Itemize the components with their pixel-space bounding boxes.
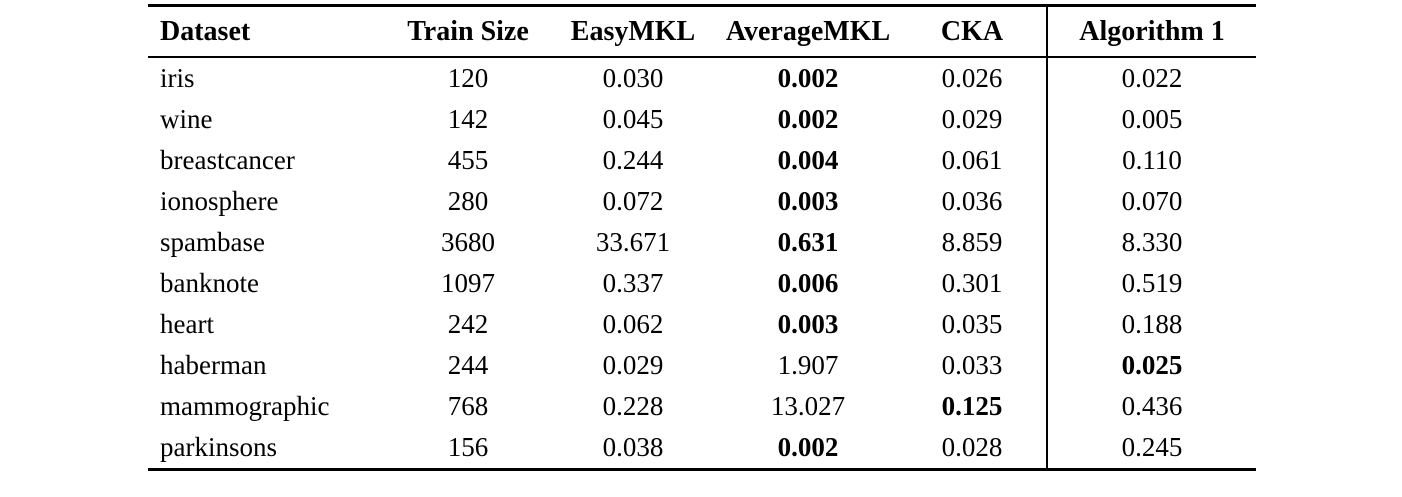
cell-cka: 0.061 [941, 145, 1003, 175]
table-row: iris 120 0.030 0.002 0.026 0.022 [148, 57, 1256, 99]
cell-dataset: ionosphere [160, 186, 279, 216]
cell-train-size: 280 [447, 186, 489, 216]
cell-cka: 0.035 [941, 309, 1003, 339]
cell-train-size: 156 [447, 432, 489, 462]
cell-algorithm1: 0.025 [1046, 345, 1256, 386]
cell-dataset: wine [160, 104, 213, 134]
cell-averagemkl: 0.003 [777, 186, 839, 216]
cell-averagemkl: 0.002 [777, 63, 839, 93]
cell-easymkl: 0.244 [602, 145, 664, 175]
cell-algorithm1: 0.245 [1046, 427, 1256, 470]
column-header-averagemkl: AverageMKL [718, 5, 898, 58]
table-row: banknote 1097 0.337 0.006 0.301 0.519 [148, 263, 1256, 304]
column-header-algorithm1: Algorithm 1 [1046, 5, 1256, 58]
cell-train-size: 142 [447, 104, 489, 134]
cell-averagemkl: 0.003 [777, 309, 839, 339]
cell-cka: 0.301 [941, 268, 1003, 298]
cell-train-size: 455 [447, 145, 489, 175]
table-body: iris 120 0.030 0.002 0.026 0.022 wine 142 0.045 0… [148, 57, 1256, 470]
cell-easymkl: 0.030 [602, 63, 664, 93]
table-row: heart 242 0.062 0.003 0.035 0.188 [148, 304, 1256, 345]
cell-cka: 8.859 [941, 227, 1003, 257]
cell-algorithm1: 0.110 [1046, 140, 1256, 181]
cell-averagemkl: 0.631 [777, 227, 839, 257]
cell-averagemkl: 0.002 [777, 432, 839, 462]
cell-train-size: 1097 [441, 268, 495, 298]
cell-dataset: mammographic [160, 391, 330, 421]
cell-easymkl: 0.029 [602, 350, 664, 380]
cell-cka: 0.026 [941, 63, 1003, 93]
cell-averagemkl: 0.002 [777, 104, 839, 134]
cell-train-size: 244 [447, 350, 489, 380]
table-header: Dataset Train Size EasyMKL AverageMKL CK… [148, 5, 1256, 58]
cell-averagemkl: 0.004 [777, 145, 839, 175]
column-header-cka: CKA [898, 5, 1047, 58]
cell-cka: 0.036 [941, 186, 1003, 216]
cell-algorithm1: 0.519 [1046, 263, 1256, 304]
table-row: mammographic 768 0.228 13.027 0.125 0.436 [148, 386, 1256, 427]
cell-train-size: 120 [447, 63, 489, 93]
table-row: parkinsons 156 0.038 0.002 0.028 0.245 [148, 427, 1256, 470]
column-header-dataset: Dataset [148, 5, 388, 58]
cell-easymkl: 0.337 [602, 268, 664, 298]
cell-easymkl: 0.038 [602, 432, 664, 462]
cell-cka: 0.029 [941, 104, 1003, 134]
cell-dataset: heart [160, 309, 214, 339]
cell-easymkl: 0.045 [602, 104, 664, 134]
header-row: Dataset Train Size EasyMKL AverageMKL CK… [148, 5, 1256, 58]
cell-cka: 0.033 [941, 350, 1003, 380]
cell-algorithm1: 0.022 [1046, 57, 1256, 99]
cell-dataset: parkinsons [160, 432, 277, 462]
cell-algorithm1: 8.330 [1046, 222, 1256, 263]
cell-averagemkl: 1.907 [777, 350, 839, 380]
cell-easymkl: 33.671 [595, 227, 671, 257]
cell-dataset: haberman [160, 350, 267, 380]
cell-train-size: 242 [447, 309, 489, 339]
table-row: haberman 244 0.029 1.907 0.033 0.025 [148, 345, 1256, 386]
table-row: ionosphere 280 0.072 0.003 0.036 0.070 [148, 181, 1256, 222]
cell-dataset: breastcancer [160, 145, 295, 175]
cell-algorithm1: 0.436 [1046, 386, 1256, 427]
column-header-train-size: Train Size [388, 5, 548, 58]
cell-averagemkl: 13.027 [770, 391, 846, 421]
table-row: wine 142 0.045 0.002 0.029 0.005 [148, 99, 1256, 140]
cell-easymkl: 0.062 [602, 309, 664, 339]
cell-dataset: banknote [160, 268, 259, 298]
cell-train-size: 3680 [441, 227, 495, 257]
cell-dataset: spambase [160, 227, 265, 257]
results-table: Dataset Train Size EasyMKL AverageMKL CK… [148, 4, 1256, 471]
cell-averagemkl: 0.006 [777, 268, 839, 298]
cell-cka: 0.028 [941, 432, 1003, 462]
column-header-easymkl: EasyMKL [548, 5, 718, 58]
cell-easymkl: 0.072 [602, 186, 664, 216]
table-row: breastcancer 455 0.244 0.004 0.061 0.110 [148, 140, 1256, 181]
table-row: spambase 3680 33.671 0.631 8.859 8.330 [148, 222, 1256, 263]
cell-easymkl: 0.228 [602, 391, 664, 421]
cell-cka: 0.125 [941, 391, 1003, 421]
cell-dataset: iris [160, 63, 195, 93]
cell-algorithm1: 0.188 [1046, 304, 1256, 345]
cell-algorithm1: 0.070 [1046, 181, 1256, 222]
cell-algorithm1: 0.005 [1046, 99, 1256, 140]
cell-train-size: 768 [447, 391, 489, 421]
